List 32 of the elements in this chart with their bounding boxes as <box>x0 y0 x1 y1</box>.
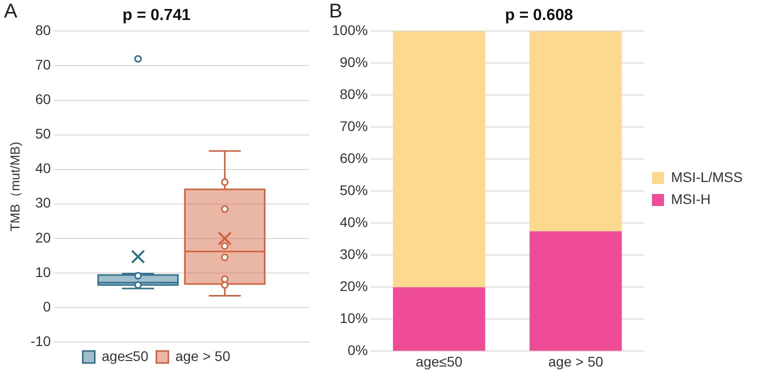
legend-label: MSI-L/MSS <box>671 168 743 185</box>
y-tick-label: 20% <box>340 278 368 294</box>
y-tick-label: 90% <box>340 54 368 70</box>
bar <box>530 31 622 232</box>
y-tick-label: 20 <box>35 229 52 246</box>
chart-title: p = 0.608 <box>504 7 574 24</box>
y-tick-label: 50 <box>35 126 52 142</box>
y-tick-label: -10 <box>30 332 52 349</box>
y-tick-label: 10% <box>340 310 368 326</box>
y-tick-label: 40% <box>340 214 368 230</box>
chart-title: p = 0.741 <box>122 7 191 24</box>
y-tick-label: 80 <box>35 22 52 38</box>
text: A <box>4 0 18 23</box>
legend-label: MSI-H <box>671 190 711 207</box>
bar <box>530 231 622 351</box>
y-tick-label: 10 <box>35 264 52 280</box>
y-tick-label: 30% <box>340 246 368 262</box>
y-tick-label: 0% <box>348 342 368 358</box>
y-tick-label: 60% <box>340 150 368 166</box>
y-tick-label: 60 <box>35 91 52 108</box>
y-tick-label: 80% <box>340 86 368 102</box>
y-tick-label: 70 <box>35 56 52 73</box>
y-tick-label: 40 <box>35 160 52 176</box>
text: B <box>329 0 342 23</box>
y-tick-label: 50% <box>340 182 368 198</box>
bar <box>393 31 486 288</box>
y-tick-label: 70% <box>340 118 368 134</box>
y-tick-label: 100% <box>332 22 368 38</box>
y-axis-title: TMB（mut/MB) <box>7 142 22 232</box>
bar <box>393 287 486 351</box>
y-tick-label: 30 <box>35 194 52 211</box>
y-tick-label: 0 <box>43 298 52 314</box>
